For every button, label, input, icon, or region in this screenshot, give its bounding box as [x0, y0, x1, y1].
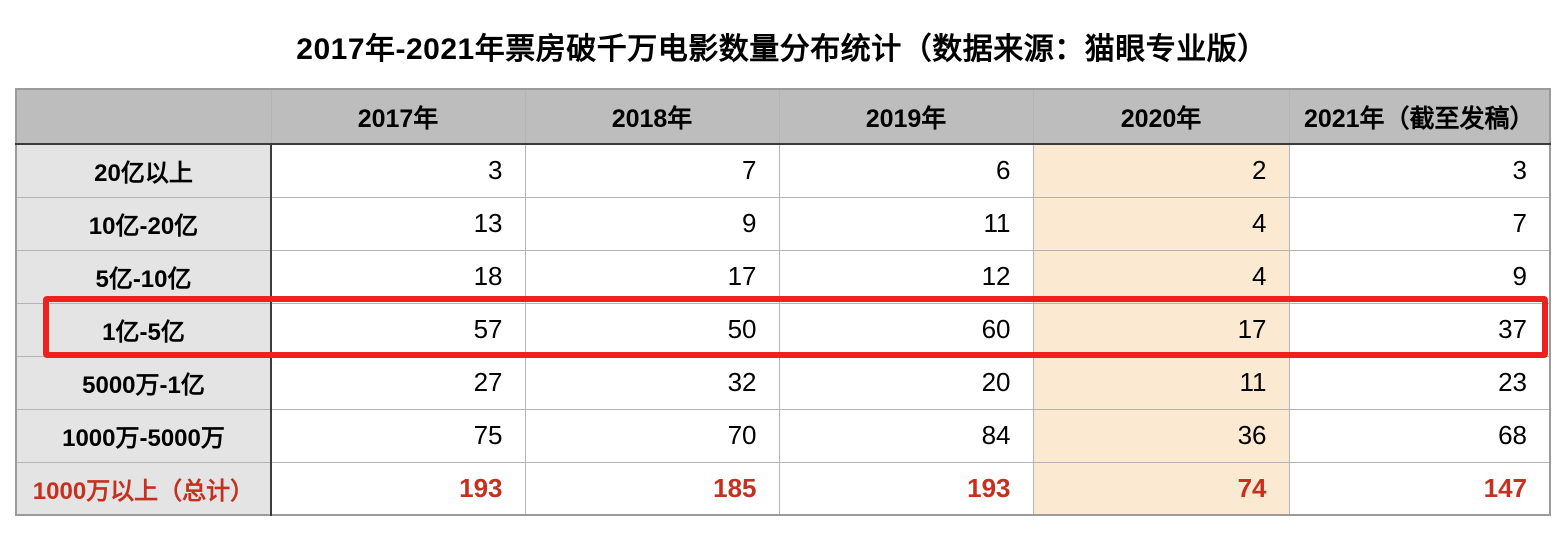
data-cell: 11 [1032, 355, 1290, 410]
header-row: 2017年 2018年 2019年 2020年 2021年（截至发稿） [15, 88, 1551, 145]
data-cell: 6 [778, 143, 1034, 198]
data-cell: 70 [524, 408, 780, 463]
row-label-total: 1000万以上（总计） [15, 461, 272, 516]
data-cell: 7 [524, 143, 780, 198]
data-cell: 13 [270, 196, 526, 251]
data-cell: 84 [778, 408, 1034, 463]
total-cell: 147 [1288, 461, 1551, 516]
total-cell: 193 [778, 461, 1034, 516]
data-cell: 50 [524, 302, 780, 357]
data-cell: 12 [778, 249, 1034, 304]
data-cell: 3 [270, 143, 526, 198]
row-label: 5亿-10亿 [15, 249, 272, 304]
page-title: 2017年-2021年票房破千万电影数量分布统计（数据来源：猫眼专业版） [296, 33, 1268, 66]
row-label: 20亿以上 [15, 143, 272, 198]
column-header-2017: 2017年 [270, 88, 526, 145]
data-cell: 60 [778, 302, 1034, 357]
table-row-5yi-10yi: 5亿-10亿 18 17 12 4 9 [15, 249, 1551, 304]
column-header-2018: 2018年 [524, 88, 780, 145]
data-cell: 9 [524, 196, 780, 251]
table-row-1000wan-5000wan: 1000万-5000万 75 70 84 36 68 [15, 408, 1551, 463]
total-cell: 185 [524, 461, 780, 516]
data-cell: 57 [270, 302, 526, 357]
column-header-2020: 2020年 [1032, 88, 1290, 145]
data-cell: 18 [270, 249, 526, 304]
data-cell: 23 [1288, 355, 1551, 410]
data-cell: 2 [1032, 143, 1290, 198]
data-cell: 11 [778, 196, 1034, 251]
data-cell: 4 [1032, 249, 1290, 304]
data-cell: 75 [270, 408, 526, 463]
row-label: 10亿-20亿 [15, 196, 272, 251]
data-cell: 3 [1288, 143, 1551, 198]
row-label: 1亿-5亿 [15, 302, 272, 357]
data-cell: 68 [1288, 408, 1551, 463]
table-row-5000wan-1yi: 5000万-1亿 27 32 20 11 23 [15, 355, 1551, 410]
data-cell: 36 [1032, 408, 1290, 463]
data-cell: 37 [1288, 302, 1551, 357]
row-label: 1000万-5000万 [15, 408, 272, 463]
table-row-over-20yi: 20亿以上 3 7 6 2 3 [15, 143, 1551, 198]
column-header-2019: 2019年 [778, 88, 1034, 145]
data-cell: 32 [524, 355, 780, 410]
corner-cell [15, 88, 272, 145]
table-row-10yi-20yi: 10亿-20亿 13 9 11 4 7 [15, 196, 1551, 251]
data-cell: 4 [1032, 196, 1290, 251]
data-cell: 20 [778, 355, 1034, 410]
total-cell: 74 [1032, 461, 1290, 516]
table-row-total: 1000万以上（总计） 193 185 193 74 147 [15, 461, 1551, 516]
data-cell: 7 [1288, 196, 1551, 251]
data-cell: 17 [1032, 302, 1290, 357]
row-label: 5000万-1亿 [15, 355, 272, 410]
statistics-table: 2017年 2018年 2019年 2020年 2021年（截至发稿） 20亿以… [15, 88, 1551, 516]
table-row-1yi-5yi-highlighted: 1亿-5亿 57 50 60 17 37 [15, 302, 1551, 357]
data-cell: 9 [1288, 249, 1551, 304]
column-header-2021: 2021年（截至发稿） [1288, 88, 1551, 145]
data-cell: 27 [270, 355, 526, 410]
statistics-table-wrap: 2017年 2018年 2019年 2020年 2021年（截至发稿） 20亿以… [15, 88, 1551, 516]
data-cell: 17 [524, 249, 780, 304]
total-cell: 193 [270, 461, 526, 516]
